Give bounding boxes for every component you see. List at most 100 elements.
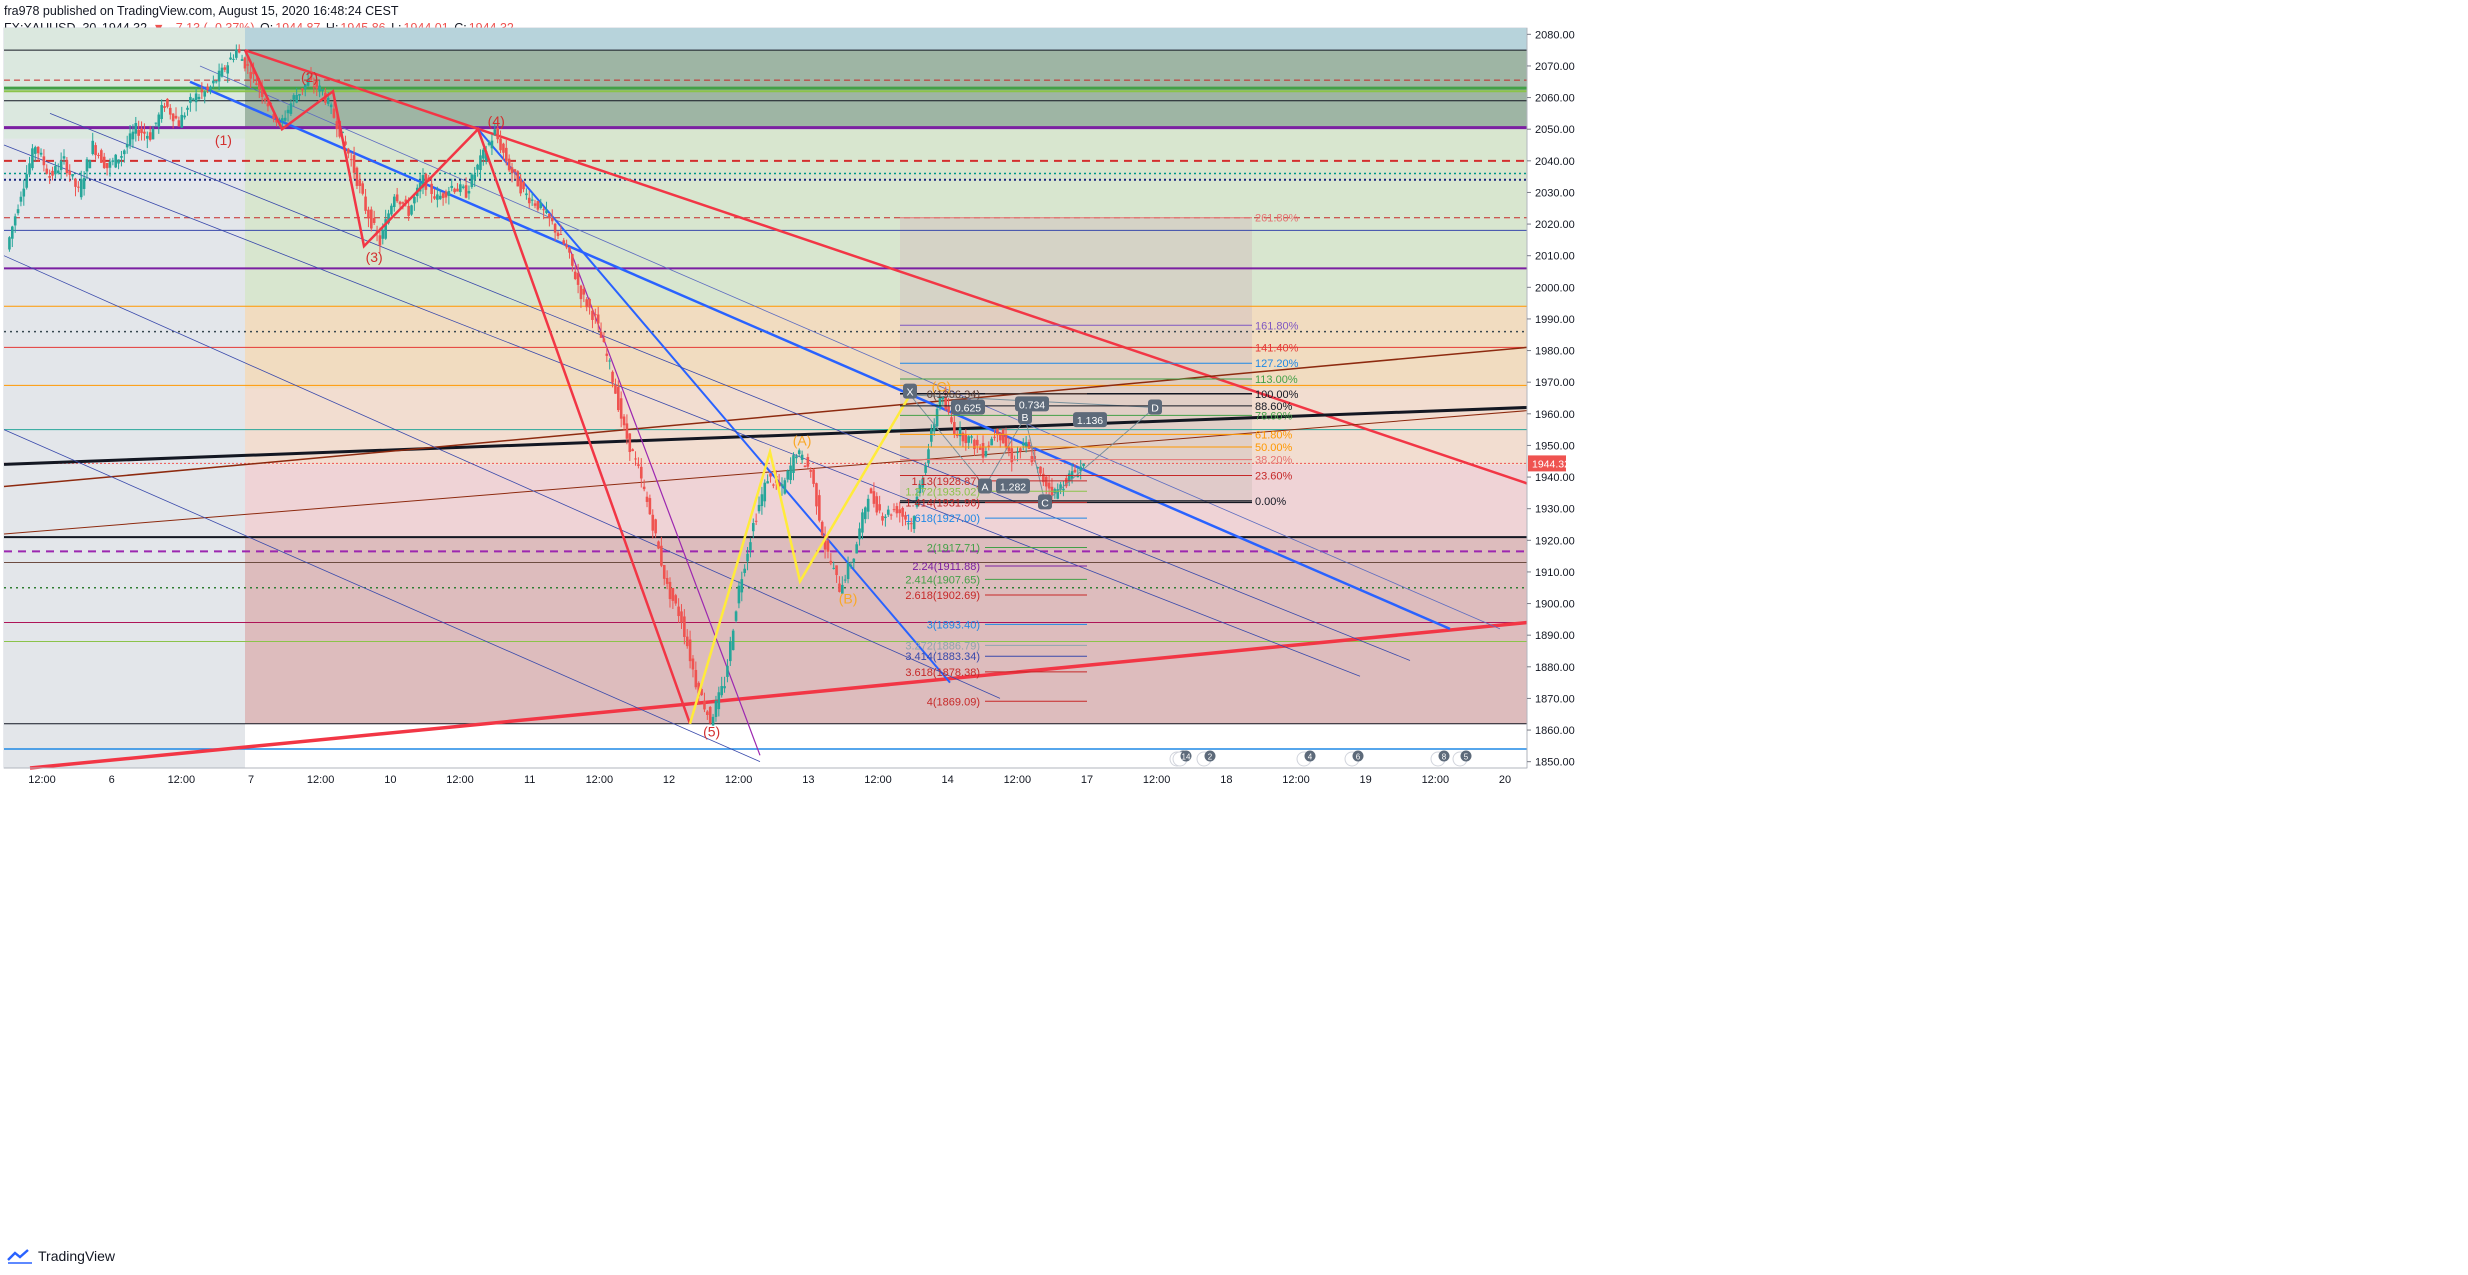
candle-body (550, 217, 554, 222)
price-tick-label: 1980.00 (1535, 346, 1575, 358)
candle-body (766, 481, 769, 484)
fib-extension-label: 2.24(1911.88) (912, 561, 980, 573)
candle-body (832, 567, 835, 569)
candle-body (384, 219, 387, 239)
candle-body (94, 145, 97, 156)
candle-body (77, 186, 80, 188)
candle-body (671, 587, 675, 601)
candle-body (617, 386, 620, 411)
candle-body (993, 436, 996, 438)
candle-body (559, 234, 563, 236)
candle-body (812, 469, 815, 484)
candle-body (898, 509, 902, 514)
candle-body (54, 166, 57, 175)
wave-label: (B) (839, 591, 858, 607)
candle-body (59, 160, 63, 171)
pattern-label: C (1041, 497, 1049, 509)
candle-body (525, 193, 528, 196)
candle-body (967, 436, 970, 443)
price-tick-label: 1970.00 (1535, 377, 1575, 389)
candle-body (266, 103, 270, 107)
candle-body (614, 385, 617, 394)
candle-body (209, 86, 212, 91)
candle-body (283, 117, 287, 121)
time-tick-label: 12:00 (586, 774, 614, 786)
fib-retracement-label: 113.00% (1255, 374, 1298, 386)
candle-body (797, 450, 801, 455)
candle-body (622, 416, 626, 426)
wave-label: (C) (932, 379, 951, 395)
correction-wave (688, 394, 912, 725)
trend-line (3, 410, 1528, 535)
candle-body (823, 535, 827, 550)
fib-retracement-label: 23.60% (1255, 470, 1293, 482)
candle-body (996, 428, 999, 436)
candle-body (668, 581, 672, 600)
candle-body (97, 154, 100, 156)
time-tick-label: 14 (942, 774, 954, 786)
time-tick-label: 12:00 (446, 774, 474, 786)
candle-body (306, 79, 310, 86)
candle-body (571, 254, 574, 266)
candle-body (602, 338, 606, 342)
candle-body (881, 516, 884, 521)
event-badge (1180, 750, 1192, 762)
candle-body (1044, 476, 1048, 487)
candle-body (530, 199, 534, 201)
candle-body (950, 417, 953, 423)
candle-body (608, 360, 611, 362)
candle-body (642, 486, 646, 490)
candle-body (364, 196, 367, 211)
candle-body (286, 109, 290, 114)
candle-body (186, 107, 189, 110)
candle-body (19, 196, 23, 202)
time-tick-label: 13 (802, 774, 814, 786)
candle-body (585, 299, 589, 308)
candle-body (849, 564, 853, 566)
fib-retracement-label: 88.60% (1255, 401, 1293, 413)
candle-body (232, 58, 235, 60)
pattern-badge (1073, 412, 1107, 428)
candle-body (220, 67, 224, 77)
candle-body (168, 107, 172, 115)
candle-body (401, 202, 405, 204)
price-tick-label: 1920.00 (1535, 535, 1575, 547)
candle-body (568, 247, 571, 253)
candle-body (392, 196, 396, 208)
candle-body (662, 565, 666, 579)
fib-retracement-label: 161.80% (1255, 320, 1299, 332)
candle-body (651, 514, 655, 531)
candle-body (777, 482, 781, 487)
candle-body (134, 122, 138, 134)
candle-body (315, 80, 319, 89)
candle-body (214, 81, 218, 83)
candle-body (387, 213, 390, 224)
fib-retracement-label: 61.80% (1255, 429, 1293, 441)
candle-body (866, 498, 870, 512)
candle-body (309, 75, 313, 80)
time-tick-label: 12:00 (1143, 774, 1171, 786)
candle-body (809, 470, 813, 472)
trend-lines (3, 48, 1528, 770)
candle-body (447, 191, 451, 196)
candle-body (484, 151, 488, 162)
candle-body (482, 149, 485, 159)
candle-body (183, 115, 186, 118)
candle-body (1010, 448, 1014, 463)
trend-line (49, 113, 1411, 661)
candle-body (688, 639, 692, 662)
candle-body (677, 606, 680, 617)
candle-body (1016, 452, 1019, 454)
candle-body (737, 585, 741, 604)
event-badge-count: 4 (1308, 753, 1313, 762)
candle-body (1024, 442, 1028, 448)
candle-body (886, 509, 890, 515)
candle-body (729, 641, 732, 662)
candle-body (166, 98, 169, 107)
candle-body (731, 630, 735, 651)
candle-body (74, 178, 77, 187)
candle-body (410, 205, 413, 215)
candle-body (453, 188, 456, 193)
fib-retracement-label: 0.00% (1255, 496, 1286, 508)
